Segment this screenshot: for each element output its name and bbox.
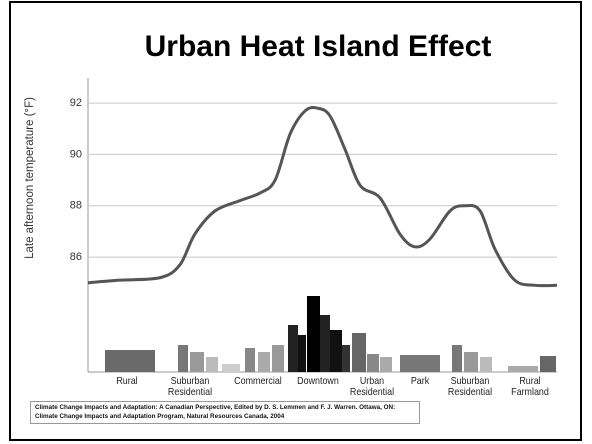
slide-border: [9, 1, 582, 441]
category-label: Suburban Residential: [447, 375, 493, 398]
chart-title: Urban Heat Island Effect: [145, 30, 492, 63]
category-label: Urban Residential: [349, 375, 395, 398]
temperature-line: [87, 106, 558, 288]
y-tick-label: 90: [70, 148, 82, 160]
y-tick-label: 86: [70, 251, 82, 263]
category-label: Rural Farmland: [511, 375, 549, 398]
category-label: Park: [410, 375, 430, 387]
category-label: Downtown: [297, 375, 339, 387]
y-tick-label: 92: [70, 97, 82, 109]
category-label: Rural: [116, 375, 138, 387]
category-label: Suburban Residential: [167, 375, 213, 398]
source-note: Climate Change Impacts and Adaptation: A…: [30, 401, 420, 424]
category-label: Commercial: [234, 375, 282, 387]
y-tick-label: 88: [70, 200, 82, 212]
skyline: [105, 296, 556, 372]
y-axis-label: Late afternoon temperature (°F): [24, 97, 36, 259]
